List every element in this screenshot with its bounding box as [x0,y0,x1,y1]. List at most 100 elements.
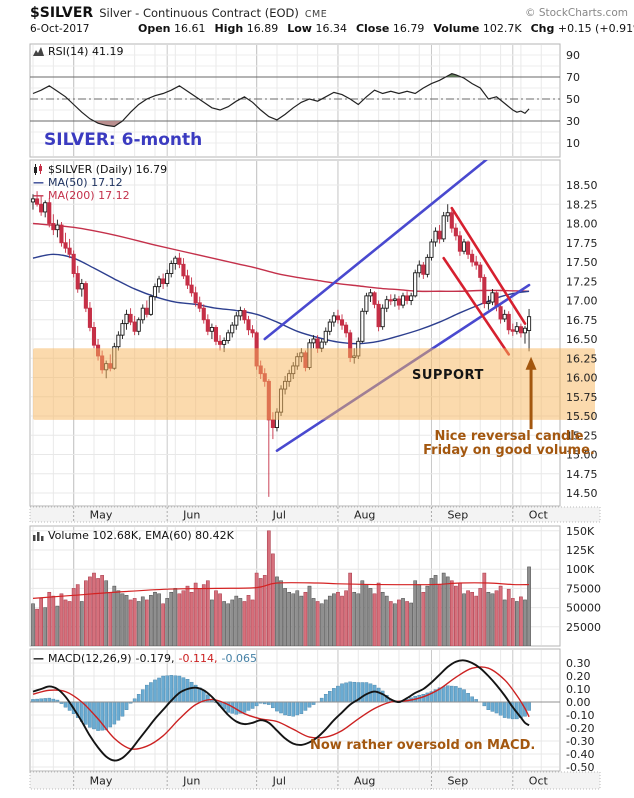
candle [315,338,320,349]
volume-bar [246,595,251,646]
candle [250,329,255,334]
volume-bar [510,598,515,646]
volume-bar [311,598,316,646]
candle [226,332,231,341]
volume-bar [466,590,470,646]
axis-tick: 15.50 [566,410,598,423]
volume-legend: Volume 102.68K, EMA(60) 80.42K [33,529,234,542]
volume-bar [254,572,259,646]
macd-legend: — MACD(12,26,9) -0.179, -0.114, -0.065 [33,652,257,665]
macd-histogram-bar [104,701,108,731]
symbol-description: Silver - Continuous Contract (EOD) [99,6,299,20]
volume-bar [417,584,422,646]
axis-tick: -0.50 [566,761,594,774]
macd-signal-line [32,666,530,750]
volume-bar [193,582,198,646]
axis-tick: 15.75 [566,391,598,404]
chart-header: $SILVER Silver - Continuous Contract (EO… [30,5,327,21]
quote-item: Volume 102.7K [433,22,522,35]
volume-bar [319,603,324,646]
candle [372,292,377,305]
candle [417,264,422,274]
axis-tick: 18.25 [566,198,598,211]
candle [466,241,471,255]
volume-bar [291,593,296,646]
candle [270,419,275,429]
candle [213,327,219,342]
candle [79,283,84,290]
macd-histogram-bar [441,686,446,703]
volume-bar [181,590,186,646]
volume-bar [92,572,96,646]
volume-bar [527,566,531,646]
volume-bar [380,591,385,646]
macd-histogram-bar [153,679,157,703]
macd-signal-value: -0.114, [178,652,218,665]
month-label: May [90,775,113,788]
candle [209,327,214,332]
volume-bar [226,603,231,646]
candle [441,215,446,240]
volume-bar [303,591,308,646]
macd-histogram-bar [299,701,304,714]
reversal-annotation: Nice reversal candle Friday on good volu… [394,430,624,458]
candle [360,310,365,342]
volume-bar [502,599,507,646]
candle [116,334,121,348]
volume-bar [31,603,35,646]
volume-series [31,530,531,646]
volume-bar [344,590,348,646]
candle [30,198,36,203]
candle [51,223,56,231]
candle [522,327,528,334]
macd-histogram-bar [352,681,357,703]
macd-histogram-bar [449,685,454,703]
macd-histogram-bar [136,694,141,703]
candle [380,307,385,328]
volume-bars-icon [33,532,44,541]
volume-bar [519,596,523,646]
axis-tick: 16.25 [566,352,598,365]
axis-tick: 70 [566,71,580,84]
candle [457,235,462,252]
candle [246,319,251,331]
macd-histogram-bar [307,701,312,708]
volume-bar [429,578,434,646]
volume-bar [96,578,100,646]
candle [177,257,182,265]
month-label: May [90,509,113,522]
volume-bar [67,601,72,646]
volume-bar [210,599,214,646]
ma50-legend-text: MA(50) 17.12 [48,176,123,189]
volume-bar [486,591,491,646]
volume-bar [136,601,141,646]
macd-histogram-bar [140,689,145,703]
candle [421,264,426,275]
macd-histogram-bar [328,691,332,703]
macd-histogram-bar [149,682,153,703]
macd-annotation: Now rather oversold on MACD. [310,738,536,753]
volume-bar [384,595,389,646]
macd-histogram-bar [254,701,259,707]
candle [502,313,507,320]
candle [319,341,324,349]
volume-bar [242,601,247,646]
volume-bar [523,599,527,646]
macd-histogram-bar [206,694,210,703]
candle [388,299,393,302]
volume-bar [173,588,178,646]
candle [140,307,145,321]
candle [506,313,511,331]
macd-histogram-bar [344,682,348,703]
macd-histogram-bar [486,701,491,710]
macd-histogram-bar [250,701,255,709]
volume-bar [140,596,145,646]
axis-tick: 14.75 [566,468,598,481]
macd-histogram-bar [527,701,531,711]
candle [449,212,454,229]
ma50-swatch-icon: — [33,176,44,189]
candle [433,230,438,243]
candle [161,278,166,285]
candle [445,212,450,217]
volume-legend-text: Volume 102.68K, EMA(60) 80.42K [48,529,234,542]
